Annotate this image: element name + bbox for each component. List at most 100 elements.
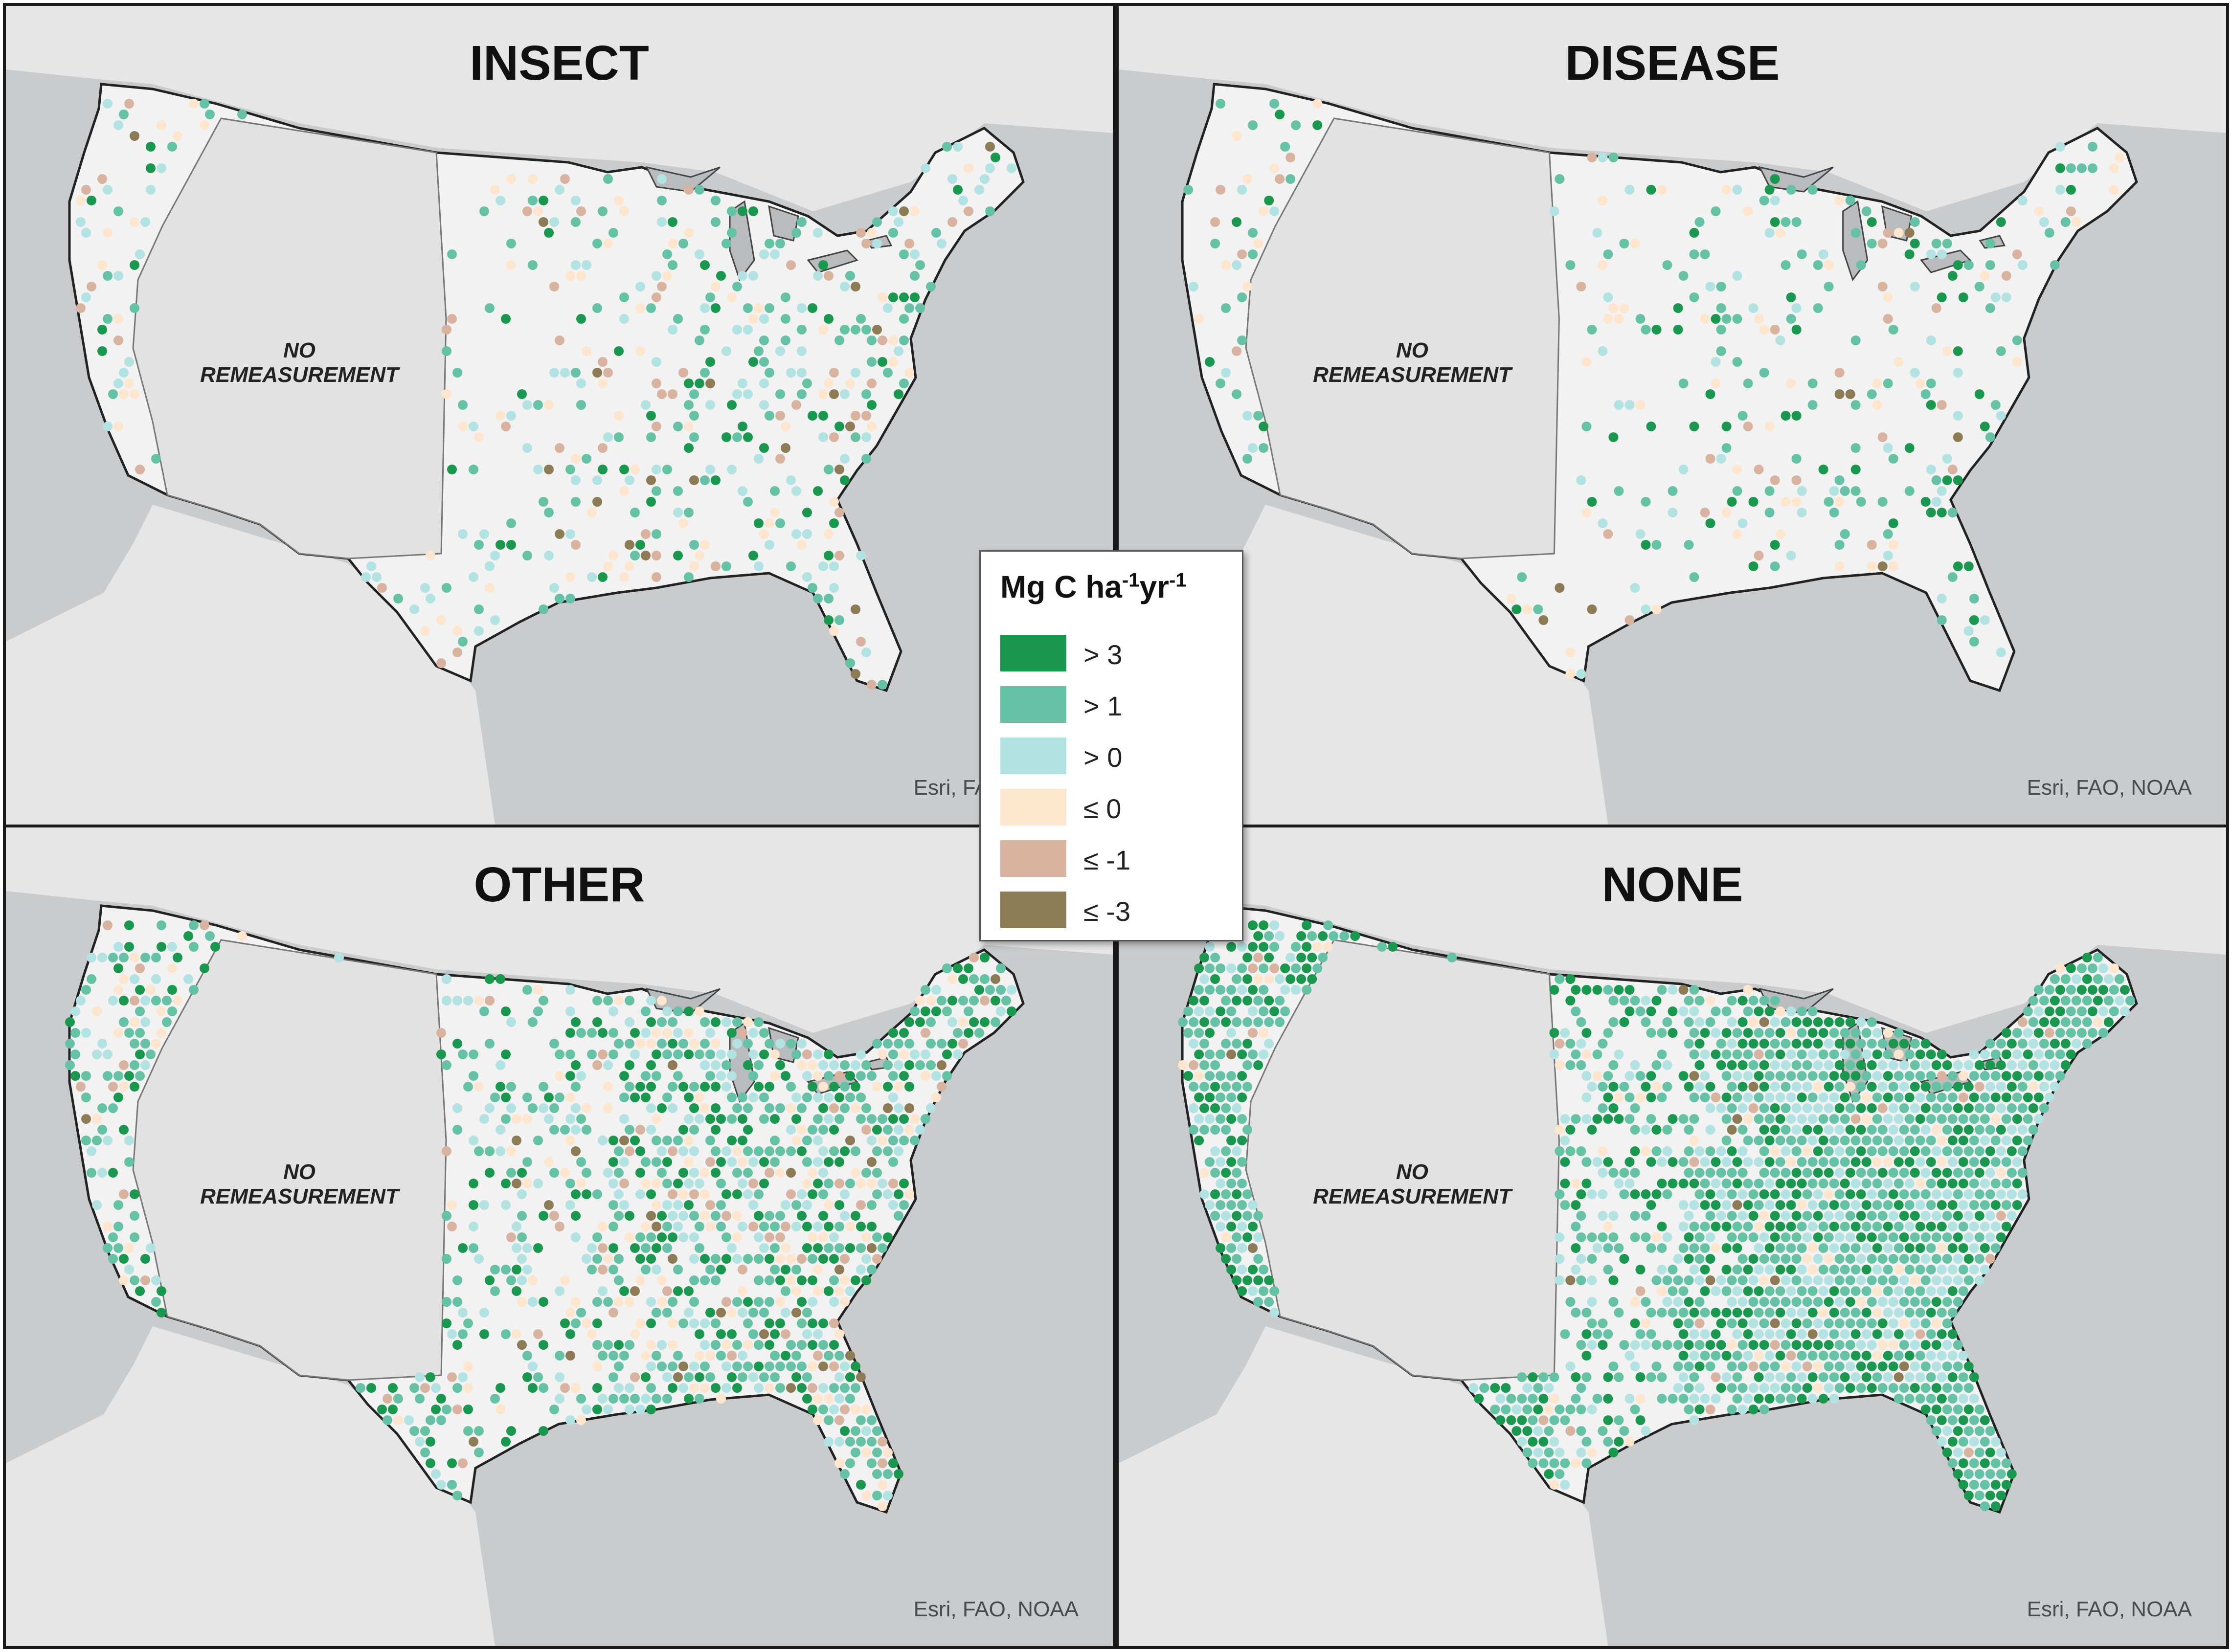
forest-plot-hex: [1678, 1006, 1689, 1016]
forest-plot-hex: [1555, 583, 1565, 593]
great-lake: [1842, 200, 1869, 282]
forest-plot-hex: [1592, 1071, 1602, 1081]
forest-plot-hex: [684, 1006, 694, 1016]
legend-swatch: [1000, 635, 1066, 671]
forest-plot-hex: [1969, 1222, 1979, 1231]
forest-plot-hex: [786, 368, 796, 378]
forest-plot-hex: [625, 540, 634, 550]
forest-plot-hex: [1754, 1179, 1764, 1188]
forest-plot-hex: [1565, 1039, 1576, 1049]
forest-plot-hex: [759, 379, 769, 388]
forest-plot-hex: [1791, 1318, 1802, 1328]
forest-plot-hex: [501, 1093, 511, 1102]
forest-plot-hex: [1764, 1006, 1775, 1016]
forest-plot-hex: [2039, 1082, 2049, 1092]
forest-plot-hex: [2017, 1103, 2028, 1113]
forest-plot-hex: [1813, 1060, 1823, 1070]
forest-plot-hex: [2055, 1049, 2065, 1059]
forest-plot-hex: [958, 196, 968, 205]
forest-plot-hex: [1619, 1340, 1629, 1350]
forest-plot-hex: [1226, 1222, 1237, 1231]
forest-plot-hex: [1926, 1093, 1936, 1102]
forest-plot-hex: [1861, 1200, 1871, 1210]
forest-plot-hex: [97, 1039, 107, 1049]
forest-plot-hex: [915, 1017, 925, 1027]
forest-plot-hex: [716, 1308, 726, 1317]
forest-plot-hex: [1850, 1157, 1861, 1167]
forest-plot-hex: [1581, 508, 1592, 517]
forest-plot-hex: [1824, 497, 1834, 507]
forest-plot-hex: [748, 1179, 758, 1188]
forest-plot-hex: [1845, 1275, 1855, 1285]
forest-plot-hex: [1850, 1028, 1861, 1038]
forest-plot-hex: [1894, 1071, 1904, 1081]
forest-plot-hex: [1248, 963, 1258, 973]
forest-plot-hex: [1662, 1275, 1672, 1285]
forest-plot-hex: [786, 1189, 796, 1199]
forest-plot-hex: [587, 1243, 597, 1253]
forest-plot-hex: [1931, 1189, 1941, 1199]
forest-plot-hex: [528, 1297, 538, 1307]
forest-plot-hex: [1813, 1383, 1823, 1393]
forest-plot-hex: [490, 551, 500, 560]
forest-plot-hex: [695, 1329, 704, 1339]
forest-plot-hex: [1856, 1340, 1866, 1350]
forest-plot-hex: [2007, 1469, 2017, 1479]
forest-plot-hex: [1721, 1157, 1732, 1167]
forest-plot-hex: [576, 314, 586, 324]
forest-plot-hex: [840, 325, 850, 335]
forest-plot-hex: [1242, 1125, 1253, 1135]
forest-plot-hex: [619, 486, 629, 496]
forest-plot-hex: [1867, 1060, 1877, 1070]
forest-plot-hex: [1668, 1179, 1678, 1188]
forest-plot-hex: [743, 1362, 753, 1371]
forest-plot-hex: [1253, 996, 1263, 1005]
forest-plot-hex: [1721, 1049, 1732, 1059]
forest-plot-hex: [1232, 1168, 1242, 1178]
forest-plot-hex: [1856, 1146, 1866, 1156]
forest-plot-hex: [684, 1286, 694, 1296]
forest-plot-hex: [2012, 1071, 2022, 1081]
forest-plot-hex: [678, 1082, 688, 1092]
forest-plot-hex: [1216, 1093, 1226, 1102]
forest-plot-hex: [829, 1060, 839, 1070]
forest-plot-hex: [1980, 1049, 1990, 1059]
forest-plot-hex: [980, 174, 990, 184]
forest-plot-hex: [1942, 1189, 1952, 1199]
forest-plot-hex: [1754, 551, 1764, 560]
forest-plot-hex: [926, 1103, 936, 1113]
forest-plot-hex: [861, 454, 871, 464]
no-remeasurement-label: NO REMEASUREMENT: [1300, 1160, 1525, 1209]
forest-plot-hex: [1985, 260, 1995, 270]
forest-plot-hex: [1205, 963, 1215, 973]
forest-plot-hex: [1608, 996, 1619, 1005]
forest-plot-hex: [603, 1297, 613, 1307]
forest-plot-hex: [1872, 1028, 1882, 1038]
forest-plot-hex: [1963, 260, 1974, 270]
forest-plot-hex: [673, 314, 683, 324]
forest-plot-hex: [1824, 1362, 1834, 1371]
forest-plot-hex: [2001, 292, 2011, 302]
forest-plot-hex: [1253, 411, 1263, 421]
forest-plot-hex: [716, 271, 726, 281]
forest-plot-hex: [452, 1297, 462, 1307]
forest-plot-hex: [1797, 1006, 1807, 1016]
forest-plot-hex: [652, 1179, 661, 1188]
forest-plot-hex: [501, 1437, 511, 1447]
legend-item: ≤ -1: [1000, 840, 1225, 879]
forest-plot-hex: [759, 1222, 769, 1231]
panel-title: DISEASE: [1565, 36, 1780, 90]
forest-plot-hex: [2033, 1071, 2044, 1081]
forest-plot-hex: [183, 931, 193, 941]
forest-plot-hex: [695, 1243, 704, 1253]
canada-land: [1119, 6, 2226, 211]
forest-plot-hex: [1807, 1049, 1818, 1059]
forest-plot-hex: [1576, 1146, 1586, 1156]
forest-plot-hex: [200, 120, 209, 130]
forest-plot-hex: [716, 1179, 726, 1188]
forest-plot-hex: [840, 1254, 850, 1264]
forest-plot-hex: [1619, 1189, 1629, 1199]
forest-plot-hex: [1786, 1200, 1796, 1210]
forest-plot-hex: [609, 551, 618, 560]
forest-plot-hex: [103, 1243, 113, 1253]
